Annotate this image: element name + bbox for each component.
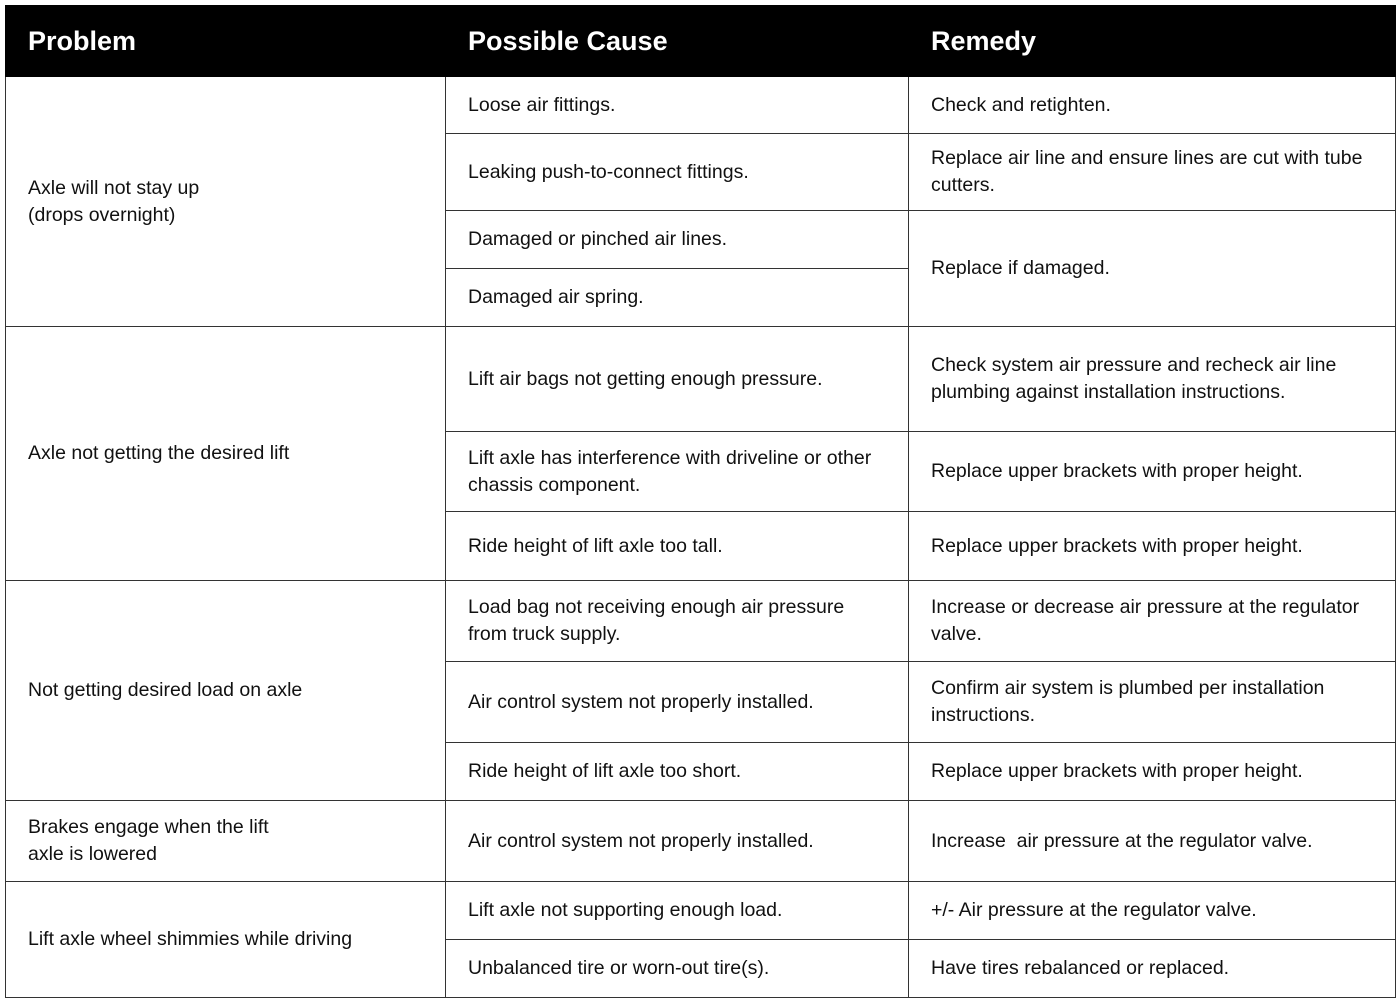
- remedy-cell: Replace air line and ensure lines are cu…: [908, 133, 1396, 211]
- problem-cell: Axle will not stay up (drops overnight): [5, 76, 446, 327]
- cause-cell: Damaged air spring.: [445, 268, 909, 327]
- remedy-cell: Confirm air system is plumbed per instal…: [908, 661, 1396, 743]
- table-row: Axle will not stay up (drops overnight) …: [5, 76, 1396, 327]
- remedy-cell: Replace upper brackets with proper heigh…: [908, 431, 1396, 512]
- header-row: Problem Possible Cause Remedy: [5, 5, 1396, 77]
- header-remedy: Remedy: [908, 5, 1396, 77]
- table-row: Not getting desired load on axle Load ba…: [5, 580, 1396, 801]
- remedy-cell: Replace if damaged.: [908, 210, 1396, 327]
- problem-cell: Not getting desired load on axle: [5, 580, 446, 801]
- table-row: Lift axle has interference with drivelin…: [6, 431, 1396, 512]
- cause-cell: Lift axle not supporting enough load.: [445, 881, 909, 940]
- table-row: Ride height of lift axle too tall. Repla…: [6, 511, 1396, 581]
- table-row: Brakes engage when the lift axle is lowe…: [5, 800, 1396, 882]
- cause-cell: Air control system not properly installe…: [445, 800, 909, 882]
- problem-cell: Brakes engage when the lift axle is lowe…: [5, 800, 446, 882]
- header-problem: Problem: [5, 5, 446, 77]
- remedy-cell: +/- Air pressure at the regulator valve.: [908, 881, 1396, 940]
- table-row: Unbalanced tire or worn-out tire(s). Hav…: [6, 939, 1396, 998]
- remedy-cell: Check system air pressure and recheck ai…: [908, 326, 1396, 432]
- remedy-cell: Increase air pressure at the regulator v…: [908, 800, 1396, 882]
- table-row: Damaged air spring.: [6, 268, 1396, 327]
- remedy-cell: Increase or decrease air pressure at the…: [908, 580, 1396, 662]
- problem-cell: Axle not getting the desired lift: [5, 326, 446, 581]
- cause-cell: Ride height of lift axle too tall.: [445, 511, 909, 581]
- table-row: Air control system not properly installe…: [6, 661, 1396, 743]
- cause-cell: Damaged or pinched air lines.: [445, 210, 909, 269]
- cause-cell: Unbalanced tire or worn-out tire(s).: [445, 939, 909, 998]
- header-cause: Possible Cause: [445, 5, 909, 77]
- cause-cell: Leaking push-to-connect fittings.: [445, 133, 909, 211]
- cause-cell: Lift air bags not getting enough pressur…: [445, 326, 909, 432]
- table-row: Damaged or pinched air lines. Replace if…: [6, 210, 1396, 327]
- table-row: Leaking push-to-connect fittings. Replac…: [6, 133, 1396, 211]
- cause-cell: Air control system not properly installe…: [445, 661, 909, 743]
- table-row: Lift axle wheel shimmies while driving L…: [5, 881, 1396, 998]
- remedy-cell: Check and retighten.: [908, 76, 1396, 134]
- remedy-cell: Replace upper brackets with proper heigh…: [908, 742, 1396, 801]
- remedy-cell: Have tires rebalanced or replaced.: [908, 939, 1396, 998]
- cause-cell: Lift axle has interference with drivelin…: [445, 431, 909, 512]
- table-row: Ride height of lift axle too short. Repl…: [6, 742, 1396, 801]
- troubleshooting-table: Problem Possible Cause Remedy Axle will …: [5, 5, 1396, 998]
- cause-cell: Load bag not receiving enough air pressu…: [445, 580, 909, 662]
- problem-cell: Lift axle wheel shimmies while driving: [5, 881, 446, 998]
- remedy-cell: Replace upper brackets with proper heigh…: [908, 511, 1396, 581]
- cause-cell: Loose air fittings.: [445, 76, 909, 134]
- table-row: Axle not getting the desired lift Lift a…: [5, 326, 1396, 581]
- cause-cell: Ride height of lift axle too short.: [445, 742, 909, 801]
